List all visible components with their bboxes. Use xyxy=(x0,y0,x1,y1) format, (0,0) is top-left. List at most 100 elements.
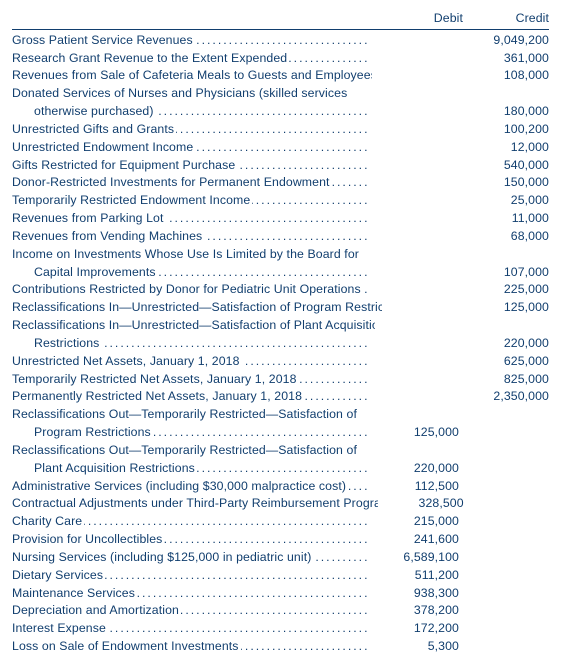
table-row: Nursing Services (including $125,000 in … xyxy=(12,549,549,567)
table-row: Revenues from Sale of Cafeteria Meals to… xyxy=(12,67,549,85)
row-label: Revenues from Parking Lot xyxy=(12,210,369,228)
row-label: Gross Patient Service Revenues xyxy=(12,32,369,50)
table-row: Donor-Restricted Investments for Permane… xyxy=(12,174,549,192)
row-label: Unrestricted Net Assets, January 1, 2018 xyxy=(12,353,369,371)
table-row: Reclassifications Out—Temporarily Restri… xyxy=(12,406,549,424)
row-label-text: Revenues from Vending Machines xyxy=(12,229,204,243)
row-label: Income on Investments Whose Use Is Limit… xyxy=(12,246,369,264)
row-label-text: Unrestricted Gifts and Grants xyxy=(12,122,176,136)
row-label: Dietary Services xyxy=(12,567,369,585)
row-label: Plant Acquisition Restrictions xyxy=(12,460,369,478)
row-label-text: Reclassifications Out—Temporarily Restri… xyxy=(12,443,359,457)
table-row: Restrictions 220,000 xyxy=(12,335,549,353)
row-credit: 180,000 xyxy=(459,103,549,121)
row-debit: 378,200 xyxy=(369,602,459,620)
row-debit: 215,000 xyxy=(369,513,459,531)
row-label-text: Unrestricted Net Assets, January 1, 2018 xyxy=(12,354,242,368)
row-label: Nursing Services (including $125,000 in … xyxy=(12,549,369,567)
table-row: Maintenance Services 938,300 xyxy=(12,585,549,603)
row-credit: 361,000 xyxy=(459,50,549,68)
table-row: Contributions Restricted by Donor for Pe… xyxy=(12,281,549,299)
row-label-text: Research Grant Revenue to the Extent Exp… xyxy=(12,51,289,65)
table-row: Unrestricted Gifts and Grants 100,200 xyxy=(12,121,549,139)
table-row: Reclassifications In—Unrestricted—Satisf… xyxy=(12,317,549,335)
row-label: Contractual Adjustments under Third-Part… xyxy=(12,495,378,513)
table-row: Depreciation and Amortization 378,200 xyxy=(12,602,549,620)
row-label: Revenues from Sale of Cafeteria Meals to… xyxy=(12,67,372,85)
row-label: Reclassifications In—Unrestricted—Satisf… xyxy=(12,317,375,335)
row-label-text: Reclassifications In—Unrestricted—Satisf… xyxy=(12,300,382,314)
row-label-text: Provision for Uncollectibles xyxy=(12,532,164,546)
row-label-text: Revenues from Sale of Cafeteria Meals to… xyxy=(12,68,372,82)
row-label-text: Income on Investments Whose Use Is Limit… xyxy=(12,247,361,261)
row-label-text: Restrictions xyxy=(12,336,101,350)
row-label-text: Temporarily Restricted Net Assets, Janua… xyxy=(12,372,299,386)
table-row: Plant Acquisition Restrictions 220,000 xyxy=(12,460,549,478)
row-label: Program Restrictions xyxy=(12,424,369,442)
row-label: Interest Expense xyxy=(12,620,369,638)
table-row: Dietary Services 511,200 xyxy=(12,567,549,585)
header-spacer xyxy=(12,10,377,28)
row-label: Research Grant Revenue to the Extent Exp… xyxy=(12,50,369,68)
row-label-text: Donated Services of Nurses and Physician… xyxy=(12,86,349,100)
row-debit: 241,600 xyxy=(369,531,459,549)
row-label: Gifts Restricted for Equipment Purchase xyxy=(12,157,369,175)
table-row: Donated Services of Nurses and Physician… xyxy=(12,85,549,103)
row-label-text: Plant Acquisition Restrictions xyxy=(12,461,197,475)
row-label: Donated Services of Nurses and Physician… xyxy=(12,85,369,103)
row-label: Capital Improvements xyxy=(12,264,369,282)
row-debit: 511,200 xyxy=(369,567,459,585)
table-row: Loss on Sale of Endowment Investments 5,… xyxy=(12,638,549,656)
row-label: otherwise purchased) xyxy=(12,103,369,121)
table-row: Provision for Uncollectibles 241,600 xyxy=(12,531,549,549)
row-label-text: Contractual Adjustments under Third-Part… xyxy=(12,496,378,510)
row-label: Reclassifications Out—Temporarily Restri… xyxy=(12,406,369,424)
row-label-text: Administrative Services (including $30,0… xyxy=(12,479,348,493)
table-row: otherwise purchased) 180,000 xyxy=(12,103,549,121)
table-row: Unrestricted Endowment Income 12,000 xyxy=(12,139,549,157)
row-label-text: Unrestricted Endowment Income xyxy=(12,140,195,154)
row-debit: 6,589,100 xyxy=(369,549,459,567)
row-credit: 107,000 xyxy=(459,264,549,282)
row-label-text: Gifts Restricted for Equipment Purchase xyxy=(12,158,237,172)
row-label-text: Reclassifications In—Unrestricted—Satisf… xyxy=(12,318,375,332)
row-debit: 938,300 xyxy=(369,585,459,603)
row-credit: 220,000 xyxy=(459,335,549,353)
row-credit: 225,000 xyxy=(459,281,549,299)
row-label: Permanently Restricted Net Assets, Janua… xyxy=(12,388,369,406)
row-label-text: Program Restrictions xyxy=(12,425,153,439)
table-row: Gross Patient Service Revenues 9,049,200 xyxy=(12,32,549,50)
table-row: Unrestricted Net Assets, January 1, 2018… xyxy=(12,353,549,371)
row-credit: 12,000 xyxy=(459,139,549,157)
row-label: Contributions Restricted by Donor for Pe… xyxy=(12,281,369,299)
row-label-text: Depreciation and Amortization xyxy=(12,603,181,617)
row-label: Provision for Uncollectibles xyxy=(12,531,369,549)
row-label: Depreciation and Amortization xyxy=(12,602,369,620)
row-label-text: Permanently Restricted Net Assets, Janua… xyxy=(12,389,304,403)
table-row: Permanently Restricted Net Assets, Janua… xyxy=(12,388,549,406)
row-label: Reclassifications Out—Temporarily Restri… xyxy=(12,442,369,460)
row-label: Temporarily Restricted Endowment Income xyxy=(12,192,369,210)
table-row: Revenues from Vending Machines 68,000 xyxy=(12,228,549,246)
table-row: Administrative Services (including $30,0… xyxy=(12,478,549,496)
row-label: Charity Care xyxy=(12,513,369,531)
row-label: Revenues from Vending Machines xyxy=(12,228,369,246)
row-credit: 150,000 xyxy=(459,174,549,192)
row-label-text: Revenues from Parking Lot xyxy=(12,211,166,225)
row-label-text: Temporarily Restricted Endowment Income xyxy=(12,193,252,207)
row-label-text: Interest Expense xyxy=(12,621,108,635)
row-credit: 625,000 xyxy=(459,353,549,371)
table-row: Gifts Restricted for Equipment Purchase … xyxy=(12,157,549,175)
table-row: Capital Improvements 107,000 xyxy=(12,264,549,282)
row-credit: 100,200 xyxy=(459,121,549,139)
row-debit: 172,200 xyxy=(369,620,459,638)
row-credit: 108,000 xyxy=(461,67,549,85)
row-label: Reclassifications In—Unrestricted—Satisf… xyxy=(12,299,382,317)
row-label: Maintenance Services xyxy=(12,585,369,603)
table-row: Revenues from Parking Lot 11,000 xyxy=(12,210,549,228)
row-credit: 11,000 xyxy=(459,210,549,228)
row-label: Donor-Restricted Investments for Permane… xyxy=(12,174,369,192)
row-debit: 125,000 xyxy=(369,424,459,442)
row-label-text: Maintenance Services xyxy=(12,586,137,600)
row-label-text: Contributions Restricted by Donor for Pe… xyxy=(12,282,363,296)
